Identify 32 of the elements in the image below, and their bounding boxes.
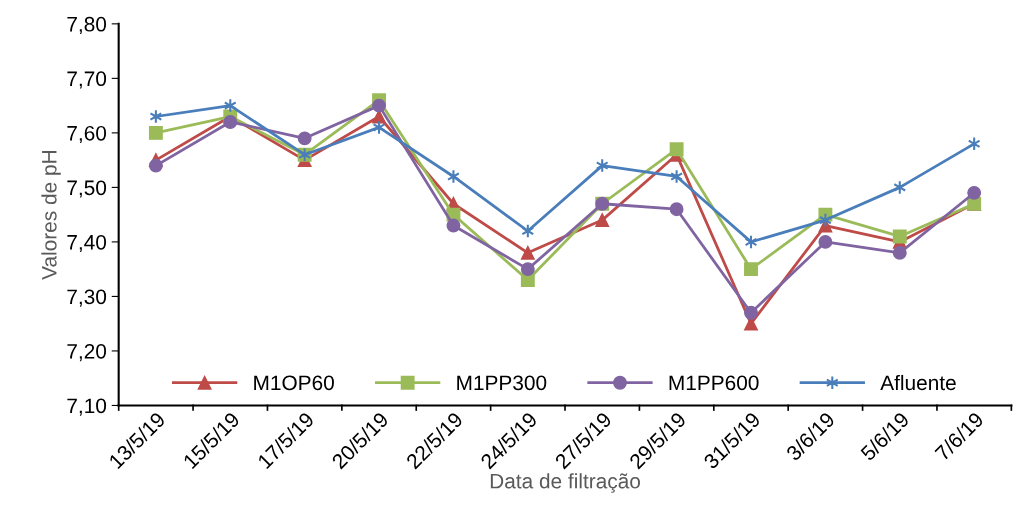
point	[595, 213, 610, 228]
point	[520, 273, 535, 288]
legend-label: M1PP300	[457, 375, 547, 391]
x-axis-title: Data de filtração	[490, 473, 640, 493]
y-axis-title: Valores de pH	[41, 151, 61, 280]
y-tick-label: 7,50	[67, 180, 107, 198]
point	[520, 245, 535, 260]
point	[892, 245, 907, 260]
point	[967, 185, 982, 200]
y-tick-label: 7,30	[67, 289, 107, 307]
y-tick-label: 7,60	[67, 125, 107, 144]
point	[148, 158, 163, 173]
point	[297, 131, 312, 146]
y-tick-label: 7,70	[67, 71, 107, 89]
point	[223, 115, 238, 129]
y-tick-label: 7,80	[67, 16, 107, 35]
point	[372, 98, 386, 113]
y-tick-label: 7,40	[67, 234, 107, 253]
point	[669, 142, 684, 157]
point	[520, 262, 535, 277]
point	[744, 305, 758, 320]
point	[818, 234, 833, 249]
point	[446, 218, 461, 233]
point	[744, 262, 758, 277]
legend-label: M1OP60	[254, 375, 334, 391]
y-tick-label: 7,10	[67, 398, 107, 416]
legend-label: M1PP600	[669, 375, 759, 391]
point	[669, 202, 684, 217]
point	[148, 125, 163, 140]
y-tick-label: 7,20	[67, 343, 107, 362]
legend-label: Afluente	[880, 374, 956, 391]
point	[892, 229, 907, 244]
